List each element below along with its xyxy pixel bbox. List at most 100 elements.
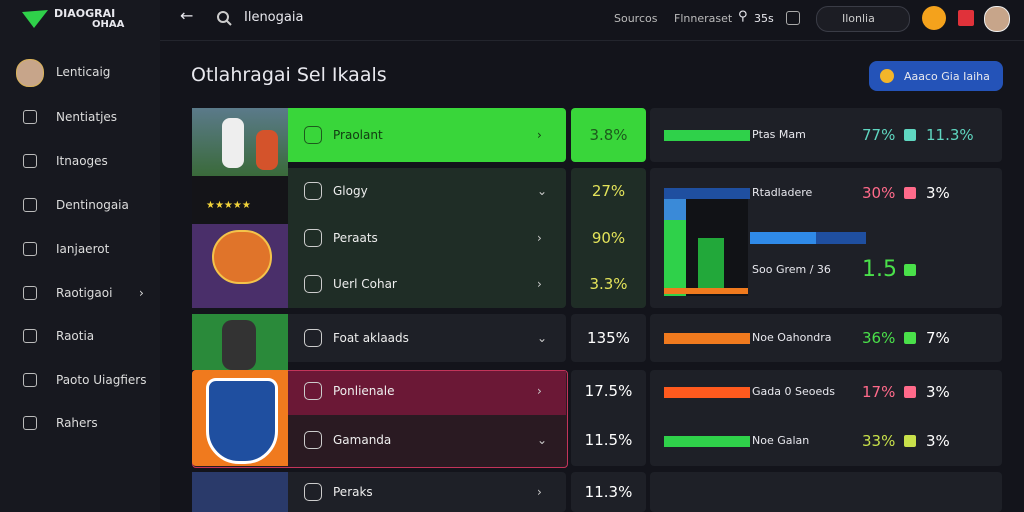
nav-icon — [23, 110, 37, 124]
nav-icon — [23, 373, 37, 387]
chevron: › — [139, 286, 144, 300]
avatar[interactable] — [984, 6, 1010, 32]
nav-item[interactable]: Raotia — [56, 329, 95, 343]
row-label[interactable]: Peraks — [333, 485, 373, 499]
nav-item[interactable]: Dentinogaia — [56, 198, 129, 212]
row-chevron[interactable]: ⌄ — [537, 184, 548, 198]
row-chevron[interactable]: › — [537, 231, 542, 245]
nav-item[interactable]: Paoto Uiagfiers — [56, 373, 147, 387]
stat-bar — [664, 436, 750, 447]
chart-bar — [664, 288, 748, 294]
stat-primary: 17% — [862, 383, 896, 401]
stat-primary: 30% — [862, 184, 896, 202]
row-icon — [304, 329, 322, 347]
nav-icon — [23, 286, 37, 300]
value-cell — [571, 370, 646, 466]
row-chevron[interactable]: › — [537, 277, 542, 291]
nav-item[interactable]: Nentiatjes — [56, 110, 118, 124]
stat-bar — [664, 188, 750, 199]
row-chevron[interactable]: › — [537, 128, 542, 142]
nav-icon — [23, 198, 37, 212]
gift-icon[interactable] — [958, 10, 974, 26]
button-icon — [880, 69, 894, 83]
row-highlight — [288, 371, 566, 415]
nav-icon — [23, 242, 37, 256]
stat-bar — [664, 387, 750, 398]
stat-secondary: 3% — [926, 184, 950, 202]
back-button[interactable]: ← — [180, 6, 194, 25]
stat-primary: 33% — [862, 432, 896, 450]
nav-item[interactable]: Ianjaerot — [56, 242, 110, 256]
row-icon — [304, 182, 322, 200]
value-cell — [571, 472, 646, 512]
row-label[interactable]: Glogy — [333, 184, 368, 198]
nav-item[interactable]: Raotigaoi — [56, 286, 113, 300]
player-figure — [256, 130, 278, 170]
row-chevron[interactable]: › — [537, 384, 542, 398]
row-value: 135% — [587, 329, 630, 347]
row-chevron[interactable]: › — [537, 485, 542, 499]
row-value: 90% — [591, 229, 626, 247]
stats-row — [650, 472, 1002, 512]
logo-icon — [22, 10, 48, 28]
icon[interactable] — [786, 11, 800, 25]
nav-link[interactable]: Sourcos — [614, 12, 658, 25]
nav-item[interactable]: Itnaoges — [56, 154, 108, 168]
row-label[interactable]: Uerl Cohar — [333, 277, 397, 291]
stat-icon — [904, 332, 916, 344]
button-label: Aaaco Gia Iaiha — [904, 70, 990, 83]
coin-icon[interactable] — [922, 6, 946, 30]
stat-primary: 1.5 — [862, 257, 897, 282]
player-figure — [222, 118, 244, 168]
row-value: 17.5% — [584, 382, 633, 400]
stat-bar — [664, 130, 750, 141]
row-icon — [304, 126, 322, 144]
row-icon — [304, 229, 322, 247]
row-label[interactable]: Praolant — [333, 128, 383, 142]
row-highlight — [288, 108, 566, 162]
row-icon — [304, 431, 322, 449]
row-chevron[interactable]: ⌄ — [537, 331, 548, 345]
stat-secondary: 7% — [926, 329, 950, 347]
search-text: Ilonlia — [842, 12, 875, 25]
stat-secondary: 3% — [926, 383, 950, 401]
value-cell — [571, 314, 646, 362]
stat-label: Ptas Mam — [752, 128, 806, 141]
row-chevron[interactable]: ⌄ — [537, 433, 548, 447]
row-label[interactable]: Ponlienale — [333, 384, 395, 398]
stat-label: Rtadladere — [752, 186, 813, 199]
search-box[interactable] — [816, 6, 910, 32]
stat-icon — [904, 129, 916, 141]
nav-icon — [23, 329, 37, 343]
row-label[interactable]: Peraats — [333, 231, 378, 245]
row-value: 3.3% — [589, 275, 628, 293]
chart-bar — [816, 232, 866, 244]
nav-item[interactable]: Rahers — [56, 416, 98, 430]
logo-text: DIAOGRAI — [54, 7, 116, 20]
logo-text: OHAA — [92, 19, 125, 30]
stat-bar — [664, 333, 750, 344]
stars: ★★★★★ — [206, 200, 251, 211]
avatar — [16, 59, 44, 87]
nav-icon — [23, 416, 37, 430]
stat-icon — [904, 435, 916, 447]
stat-icon — [904, 264, 916, 276]
stat-label: Noe Galan — [752, 434, 810, 447]
stat-primary: 36% — [862, 329, 896, 347]
row-label[interactable]: Gamanda — [333, 433, 392, 447]
nav-link[interactable]: Flnneraset — [674, 12, 733, 25]
stat-label: Gada 0 Seoeds — [752, 385, 835, 398]
row-label[interactable]: Foat aklaads — [333, 331, 409, 345]
player-figure — [222, 320, 256, 370]
nav-item[interactable]: Lenticaig — [56, 65, 111, 79]
chart-bar — [750, 232, 816, 244]
row-value: 11.3% — [584, 483, 633, 501]
topbar-title: Ilenogaia — [244, 10, 304, 25]
stats-row — [650, 370, 1002, 466]
row-icon — [304, 483, 322, 501]
stars-banner — [192, 176, 288, 224]
row-icon — [304, 275, 322, 293]
search-icon[interactable]: ⚲ — [738, 9, 748, 24]
page-title: Otlahragai Sel Ikaals — [191, 64, 387, 86]
